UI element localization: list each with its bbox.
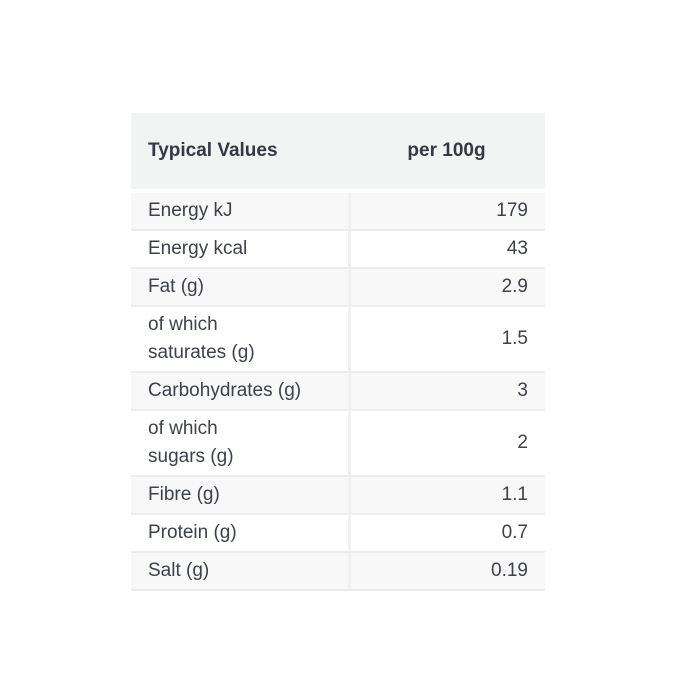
row-label: of which saturates (g) [148,314,255,363]
row-label: of which sugars (g) [148,418,234,467]
table-row: Carbohydrates (g) 3 [131,373,545,411]
row-value: 0.7 [348,515,545,551]
row-label: Salt (g) [148,560,210,581]
table-row: of which sugars (g) 2 [131,411,545,477]
nutrition-table: Typical Values per 100g Energy kJ 179 En… [131,113,545,591]
row-label: Protein (g) [148,522,237,543]
table-row: Protein (g) 0.7 [131,515,545,553]
row-label: Energy kcal [148,238,248,259]
table-row: Energy kJ 179 [131,193,545,231]
header-col-per-100g: per 100g [407,140,486,161]
row-label: Fat (g) [148,276,204,297]
row-label: Carbohydrates (g) [148,380,302,401]
table-row: Fibre (g) 1.1 [131,477,545,515]
row-value: 3 [348,373,545,409]
row-value: 2.9 [348,269,545,305]
table-body: Energy kJ 179 Energy kcal 43 Fat (g) 2.9… [131,193,545,591]
table-row: of which saturates (g) 1.5 [131,307,545,373]
row-label: Fibre (g) [148,484,220,505]
row-label: Energy kJ [148,200,233,221]
row-value: 179 [348,193,545,229]
table-row: Energy kcal 43 [131,231,545,269]
table-header: Typical Values per 100g [131,113,545,189]
row-value: 43 [348,231,545,267]
table-row: Fat (g) 2.9 [131,269,545,307]
row-value: 2 [348,411,545,475]
table-row: Salt (g) 0.19 [131,553,545,591]
row-value: 1.5 [348,307,545,371]
header-col-typical-values: Typical Values [148,140,278,161]
row-value: 1.1 [348,477,545,513]
row-value: 0.19 [348,553,545,589]
